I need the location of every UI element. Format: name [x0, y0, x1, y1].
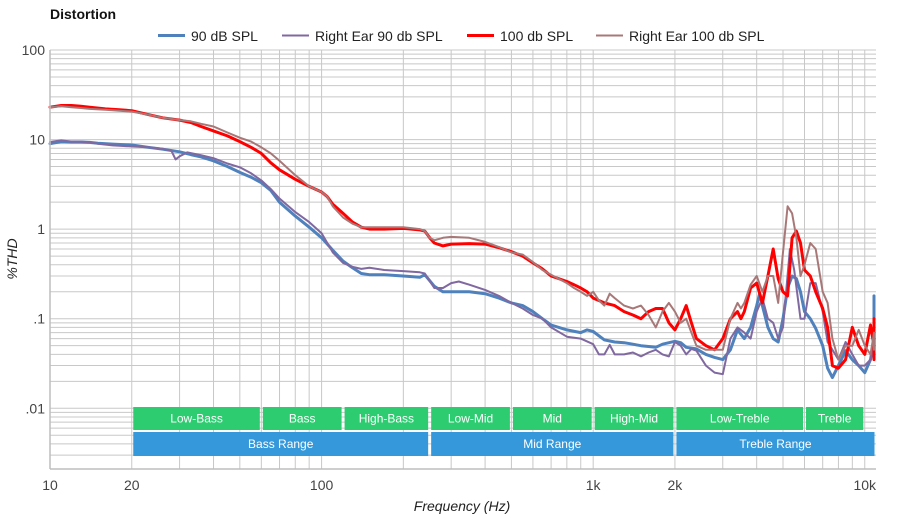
- band-bass-label: Bass: [289, 412, 316, 426]
- y-tick-label: 10: [29, 132, 45, 148]
- legend: 90 dB SPL Right Ear 90 db SPL 100 db SPL Ri…: [158, 28, 765, 44]
- series-line-90-db-spl: [48, 140, 876, 380]
- band-high-mid: [594, 407, 674, 430]
- legend-item-right-ear-100-db-spl[interactable]: Right Ear 100 db SPL: [596, 28, 765, 44]
- y-tick-label: .1: [33, 311, 45, 327]
- band-low-bass-label: Low-Bass: [170, 412, 223, 426]
- legend-label: 90 dB SPL: [191, 28, 258, 44]
- frequency-bands: Low-Bass Bass High-Bass Low-Mid Mid High-Mid L…: [133, 407, 875, 456]
- range-mid-range-label: Mid Range: [523, 437, 581, 451]
- band-high-bass-label: High-Bass: [359, 412, 414, 426]
- x-tick-label: 2k: [668, 477, 684, 493]
- band-treble: [806, 407, 864, 430]
- x-tick-label: 20: [124, 477, 140, 493]
- x-tick-label: 10k: [853, 477, 877, 493]
- range-bass-range-label: Bass Range: [248, 437, 314, 451]
- series-lines: [48, 104, 876, 380]
- legend-label: Right Ear 100 db SPL: [629, 28, 765, 44]
- legend-label: Right Ear 90 db SPL: [315, 28, 443, 44]
- band-low-mid-label: Low-Mid: [448, 412, 493, 426]
- band-high-bass: [344, 407, 429, 430]
- chart-title: Distortion: [50, 6, 116, 22]
- grid: [49, 49, 876, 469]
- series-line-right-ear-100-db-spl: [49, 105, 875, 361]
- band-low-bass: [133, 407, 260, 430]
- y-tick-label: .01: [26, 400, 46, 416]
- band-high-mid-label: High-Mid: [610, 412, 658, 426]
- series-line-right-ear-90-db-spl: [49, 139, 875, 376]
- y-tick-label: 1: [37, 221, 45, 237]
- x-axis-title: Frequency (Hz): [414, 498, 510, 514]
- x-tick-label: 100: [310, 477, 334, 493]
- band-low-mid: [431, 407, 510, 430]
- axes: 10 20 100 1k 2k 10k 100 10 1 .1 .01: [22, 42, 877, 493]
- band-mid-label: Mid: [543, 412, 562, 426]
- series-line-100-db-spl: [48, 104, 876, 370]
- band-bass: [262, 407, 342, 430]
- x-tick-label: 1k: [586, 477, 602, 493]
- y-tick-label: 100: [22, 42, 46, 58]
- range-treble-range-label: Treble Range: [739, 437, 812, 451]
- legend-item-90-db-spl[interactable]: 90 dB SPL: [158, 28, 258, 44]
- band-low-treble: [676, 407, 804, 430]
- y-axis-title: %THD: [4, 238, 20, 279]
- legend-item-100-db-spl[interactable]: 100 db SPL: [467, 28, 573, 44]
- range-treble-range: [676, 432, 875, 456]
- legend-label: 100 db SPL: [500, 28, 573, 44]
- band-treble-label: Treble: [818, 412, 852, 426]
- range-bass-range: [133, 432, 429, 456]
- legend-item-right-ear-90-db-spl[interactable]: Right Ear 90 db SPL: [282, 28, 443, 44]
- range-mid-range: [431, 432, 674, 456]
- band-mid: [512, 407, 592, 430]
- x-tick-label: 10: [42, 477, 58, 493]
- band-low-treble-label: Low-Treble: [710, 412, 770, 426]
